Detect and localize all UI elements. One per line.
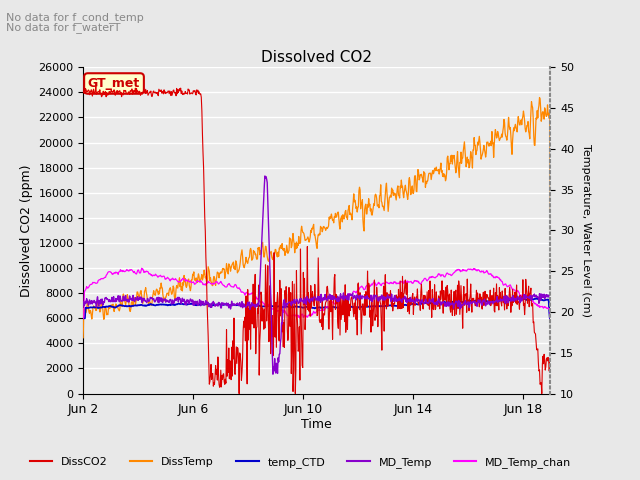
Title: Dissolved CO2: Dissolved CO2	[261, 49, 372, 65]
Text: No data for f_cond_temp: No data for f_cond_temp	[6, 12, 144, 23]
Text: No data for f_waterT: No data for f_waterT	[6, 22, 121, 33]
Y-axis label: Dissolved CO2 (ppm): Dissolved CO2 (ppm)	[20, 164, 33, 297]
Legend: DissCO2, DissTemp, temp_CTD, MD_Temp, MD_Temp_chan: DissCO2, DissTemp, temp_CTD, MD_Temp, MD…	[26, 452, 576, 472]
Text: GT_met: GT_met	[88, 77, 140, 90]
X-axis label: Time: Time	[301, 418, 332, 431]
Y-axis label: Temperature, Water Level (cm): Temperature, Water Level (cm)	[581, 144, 591, 317]
